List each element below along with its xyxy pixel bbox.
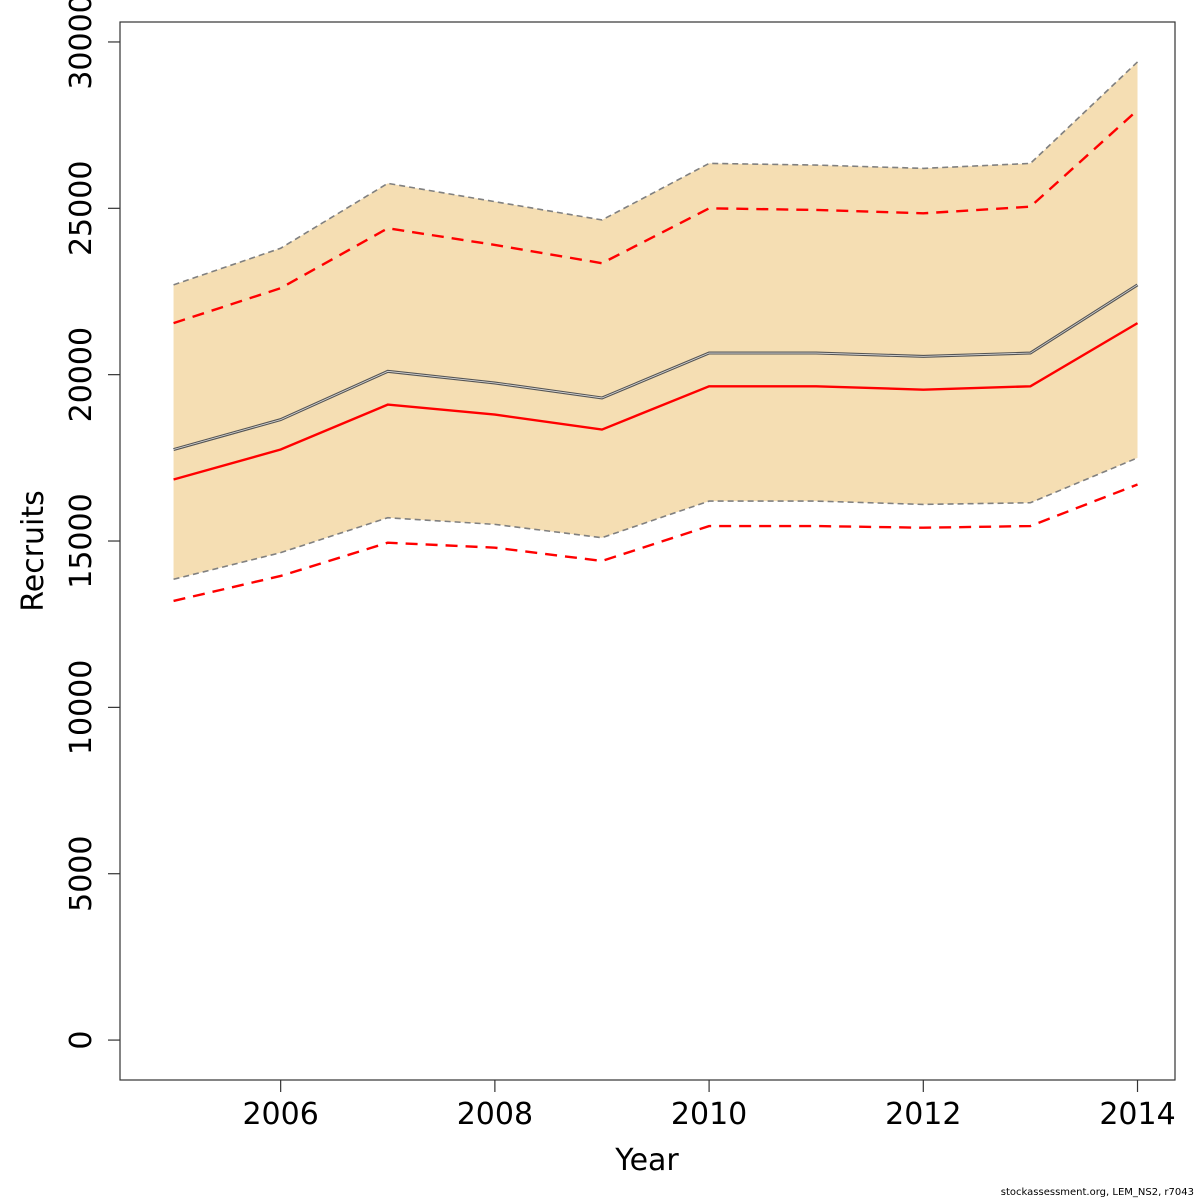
- band-upper-line: [173, 61, 1139, 286]
- y-axis: 0 5000 10000 15000 20000 25000 30000: [64, 0, 120, 1050]
- median-line-highlight: [173, 284, 1138, 450]
- x-tick-label-2008: 2008: [457, 1097, 533, 1132]
- y-tick-label-0: 0: [64, 1031, 99, 1050]
- y-tick-label-25000: 25000: [64, 161, 99, 256]
- band-area: [173, 61, 1138, 580]
- plot-frame: [119, 21, 1176, 1081]
- x-tick-label-2010: 2010: [671, 1097, 747, 1132]
- y-tick-label-5000: 5000: [64, 836, 99, 912]
- x-axis: 2006 2008 2010 2012 2014: [242, 1080, 1176, 1132]
- estimate-line: [173, 322, 1139, 481]
- series-lines: [173, 61, 1139, 603]
- x-tick-label-2012: 2012: [885, 1097, 961, 1132]
- band-lower-line: [173, 457, 1138, 581]
- x-tick-label-2014: 2014: [1099, 1097, 1175, 1132]
- credit-text: stockassessment.org, LEM_NS2, r7043: [1000, 1187, 1194, 1198]
- lower-line: [173, 483, 1138, 603]
- y-tick-label-20000: 20000: [64, 327, 99, 422]
- y-axis-title: Recruits: [16, 490, 51, 612]
- x-tick-label-2006: 2006: [242, 1097, 318, 1132]
- x-axis-title: Year: [614, 1143, 679, 1178]
- y-tick-label-10000: 10000: [64, 660, 99, 755]
- upper-line: [173, 109, 1139, 325]
- y-tick-label-30000: 30000: [64, 0, 99, 90]
- confidence-band: [173, 61, 1138, 580]
- y-tick-label-15000: 15000: [64, 493, 99, 588]
